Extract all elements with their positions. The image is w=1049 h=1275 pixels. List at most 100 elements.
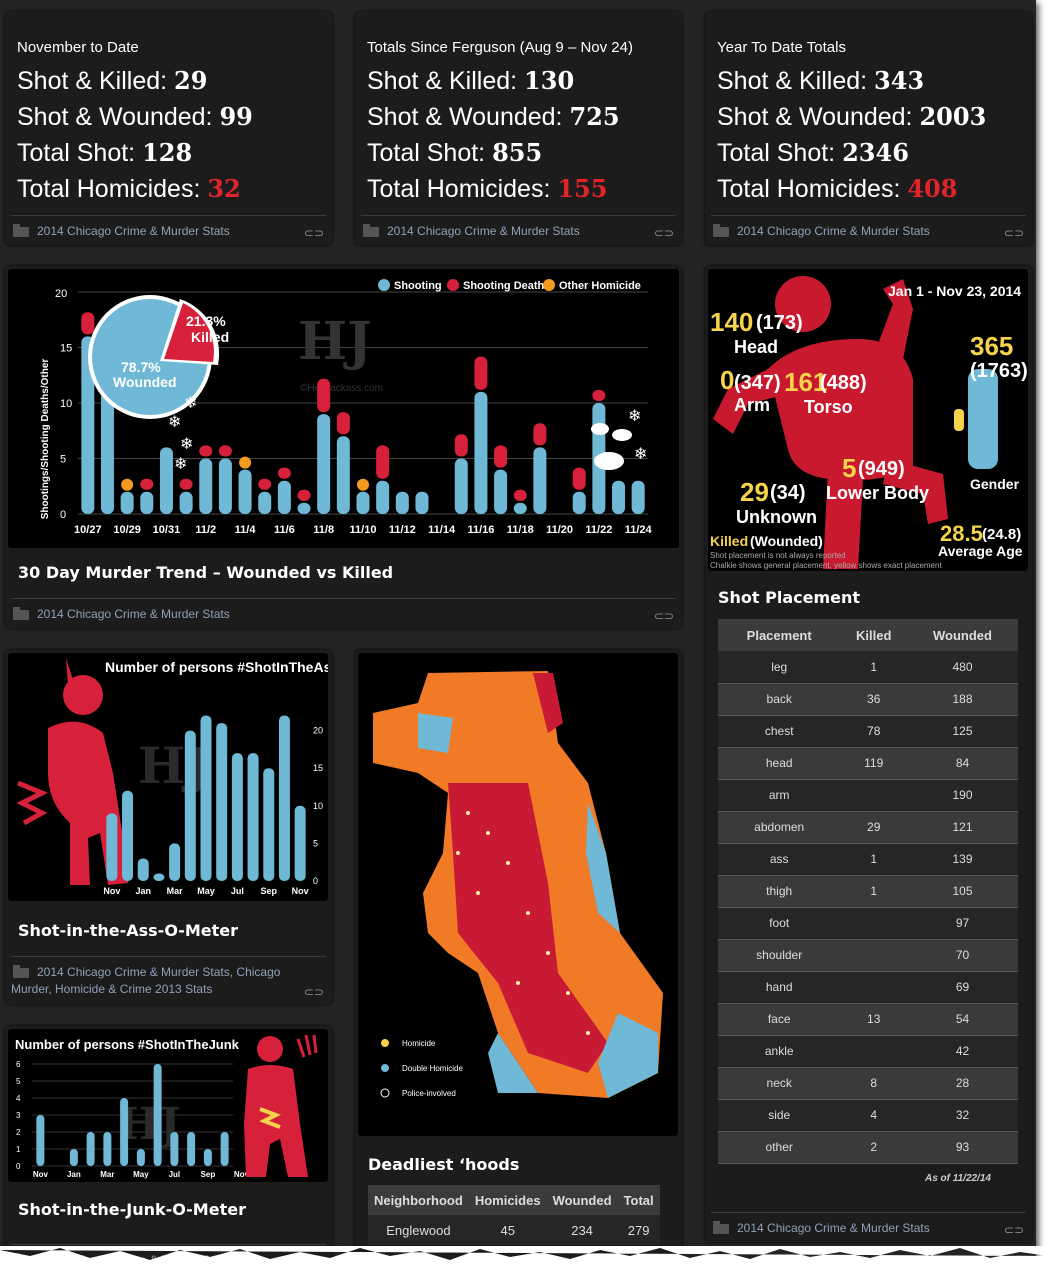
bar-shooting — [336, 436, 350, 514]
junk-yticks: 0 1 2 3 4 5 6 — [16, 1060, 233, 1171]
cell: 4 — [840, 1099, 907, 1132]
x-tick: 10/31 — [153, 524, 181, 536]
hoods-title[interactable]: Deadliest ‘hoods — [368, 1155, 520, 1174]
table-row: neck 8 28 — [718, 1067, 1018, 1100]
stat-body: Year To Date Totals Shot & Killed: 343 S… — [705, 12, 1032, 207]
card-footer: 2014 Chicago Crime & Murder Stats ⊂⊃ — [711, 215, 1026, 245]
stat-row: Total Shot: 128 — [17, 138, 193, 167]
torso-killed: 161 — [784, 367, 827, 397]
table-row: Englewood 45 234 279 — [368, 1215, 660, 1245]
folder-icon — [13, 607, 29, 620]
bar-shooting — [140, 491, 154, 514]
junk-card: Number of persons #ShotInTheJunk HJ 0 1 2 3… — [5, 1026, 332, 1262]
bar-shooting-death — [317, 378, 331, 413]
left-leg-shape — [823, 469, 863, 569]
bar-shooting — [218, 458, 232, 514]
folder-icon — [13, 965, 29, 978]
bar-other-homicide — [121, 478, 134, 491]
southwest-region — [488, 1033, 538, 1093]
category-link[interactable]: 2014 Chicago Crime & Murder Stats — [37, 607, 230, 621]
stat-row: Shot & Wounded: 2003 — [717, 102, 987, 131]
permalink-icon[interactable]: ⊂⊃ — [1003, 226, 1024, 240]
bar-shooting — [356, 491, 370, 514]
cell: 2 — [840, 1131, 907, 1164]
category-link[interactable]: 2014 Chicago Crime & Murder Stats — [737, 1221, 930, 1235]
junk-title[interactable]: Shot-in-the-Junk-O-Meter — [18, 1200, 246, 1219]
bar — [36, 1115, 45, 1166]
x-tick: 11/4 — [235, 524, 257, 536]
category-link[interactable]: Murder, Homicide & Crime 2013 Stats — [11, 982, 213, 996]
table-row: shoulder 70 — [718, 939, 1018, 972]
permalink-icon[interactable]: ⊂⊃ — [1003, 1223, 1024, 1237]
cell: chest — [718, 715, 841, 748]
arm-killed: 0 — [720, 365, 734, 395]
gender-label: Gender — [970, 476, 1020, 492]
cell: 121 — [907, 811, 1018, 844]
bar — [247, 753, 259, 881]
watermark: HJ — [138, 736, 209, 795]
bar — [203, 1149, 212, 1166]
trend-title[interactable]: 30 Day Murder Trend – Wounded vs Killed — [18, 563, 394, 582]
ass-title[interactable]: Shot-in-the-Ass-O-Meter — [18, 921, 239, 940]
bar — [216, 723, 228, 881]
category-link[interactable]: 2014 Chicago Crime & Murder Stats — [387, 224, 580, 238]
category-link[interactable]: 2014 Chicago Crime & Murder Stats, Chica… — [37, 965, 281, 979]
permalink-icon[interactable]: ⊂⊃ — [303, 985, 324, 999]
cell: 234 — [546, 1215, 618, 1245]
cloud-icon — [594, 452, 624, 470]
map-card: Homicide Double Homicide Police-involved… — [355, 650, 682, 1262]
figure-head — [63, 675, 103, 715]
stat-row: Total Homicides: 155 — [367, 174, 608, 203]
cell — [840, 779, 907, 812]
stat-row: Shot & Wounded: 99 — [17, 102, 253, 131]
bar-shooting-death — [199, 445, 213, 457]
pie-killed-label: Killed — [191, 329, 229, 345]
category-link[interactable]: 2014 Chicago Crime & Murder Stats — [737, 224, 930, 238]
homicide-marker — [526, 911, 530, 915]
x-tick: Sep — [201, 1170, 216, 1179]
head-killed: 140 — [710, 307, 753, 337]
y-tick: 10 — [313, 801, 323, 811]
y-tick: 20 — [313, 726, 323, 736]
figure-body — [244, 1065, 308, 1177]
cell: ass — [718, 843, 841, 876]
legend-label: Other Homicide — [559, 280, 641, 292]
x-tick: 10/27 — [74, 524, 102, 536]
legend-swatch-shooting — [378, 279, 390, 291]
junk-chart-svg: Number of persons #ShotInTheJunk HJ 0 1 2 3… — [15, 1034, 318, 1179]
cell — [840, 907, 907, 940]
column-header: Neighborhood — [368, 1185, 469, 1215]
bar-shooting — [199, 458, 213, 514]
bar-shooting — [572, 491, 586, 514]
cell: 1 — [840, 875, 907, 908]
y-tick: 15 — [60, 343, 72, 355]
permalink-icon[interactable]: ⊂⊃ — [653, 226, 674, 240]
placement-header-row: Placement Killed Wounded — [718, 619, 1018, 651]
torso-wounded: (488) — [820, 372, 867, 394]
cell: 29 — [840, 811, 907, 844]
left-arm-shape — [713, 364, 788, 434]
cell: back — [718, 683, 841, 716]
placement-card: Jan 1 - Nov 23, 2014 140 (173) Head 0 (3… — [705, 266, 1032, 1242]
bar-shooting-death — [179, 478, 193, 490]
permalink-icon[interactable]: ⊂⊃ — [653, 609, 674, 623]
snowflake-icon: ❄ — [634, 446, 647, 463]
age-killed: 28.5 — [940, 521, 983, 546]
cell: 190 — [907, 779, 1018, 812]
x-tick: Jul — [169, 1170, 181, 1179]
permalink-icon[interactable]: ⊂⊃ — [303, 226, 324, 240]
lower-label: Lower Body — [826, 483, 929, 503]
category-link[interactable]: 2014 Chicago Crime & Murder Stats — [37, 224, 230, 238]
bar-shooting-death — [474, 356, 488, 390]
x-tick: Jul — [231, 886, 244, 896]
stat-row: Total Shot: 2346 — [717, 138, 909, 167]
snow-icons: ❄ ❄ ❄ ❄ ❄ ❄ — [168, 395, 647, 473]
x-tick: 11/16 — [467, 524, 494, 536]
x-tick: 10/29 — [113, 524, 141, 536]
lower-wounded: (949) — [858, 458, 905, 480]
pie-wounded-pct: 78.7% — [121, 359, 161, 375]
placement-title[interactable]: Shot Placement — [718, 588, 861, 607]
x-tick: 11/10 — [350, 524, 377, 536]
alert-icon — [296, 1034, 318, 1058]
hoods-header-row: Neighborhood Homicides Wounded Total — [368, 1185, 660, 1215]
